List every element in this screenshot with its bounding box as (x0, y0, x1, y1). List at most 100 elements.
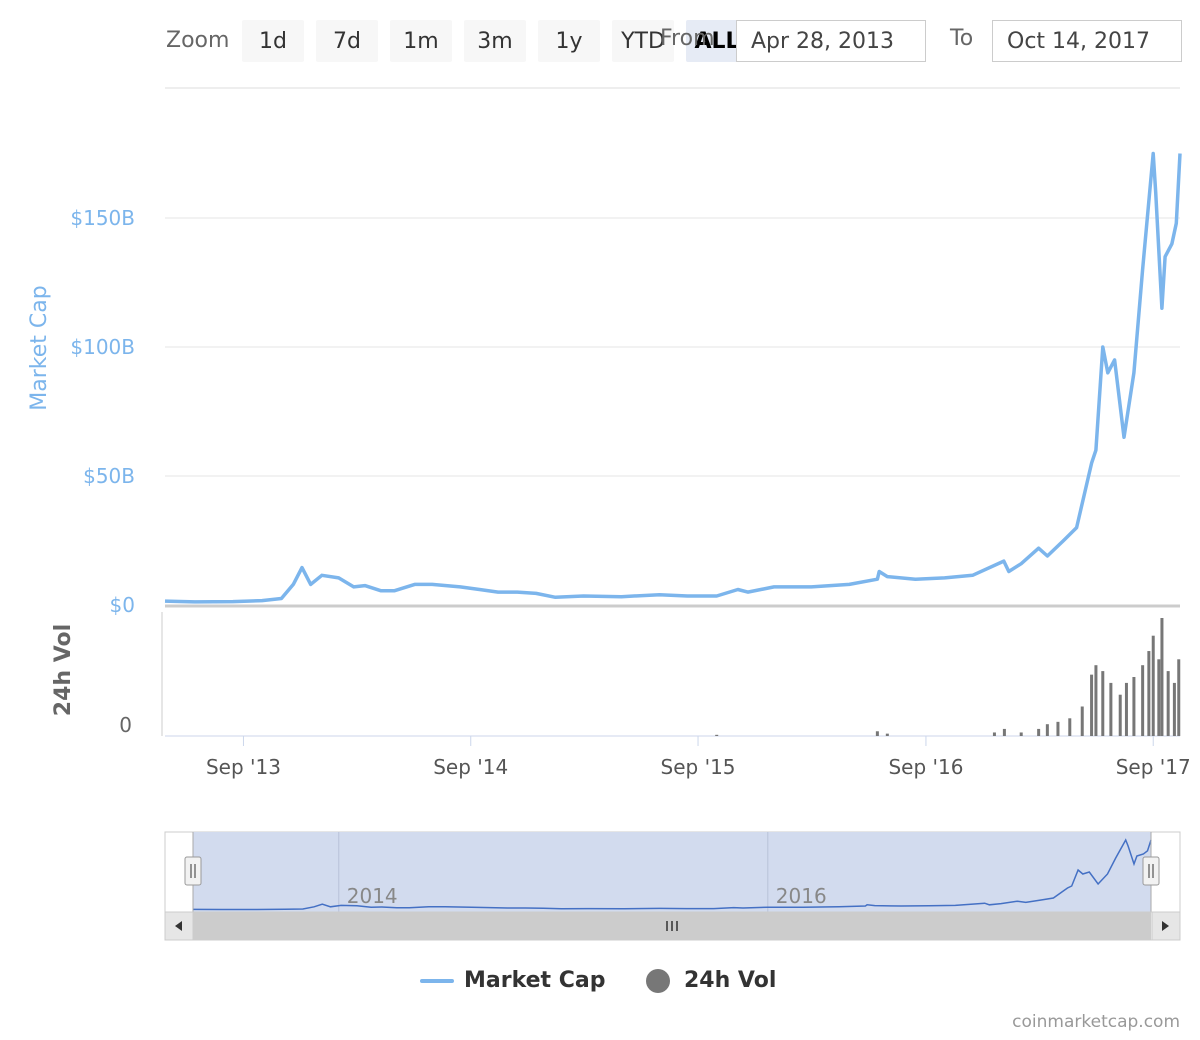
to-date-input[interactable]: Oct 14, 2017 (992, 20, 1182, 62)
volume-bar (1147, 651, 1151, 736)
zoom-button-3m[interactable]: 3m (464, 20, 526, 62)
zoom-button-ytd[interactable]: YTD (612, 20, 674, 62)
handle-body (1142, 856, 1160, 886)
market-cap-point (414, 584, 415, 585)
market-cap-point (879, 571, 880, 572)
market-cap-point (1133, 372, 1134, 373)
market-cap-point (479, 589, 480, 590)
from-date-input[interactable]: Apr 28, 2013 (736, 20, 926, 62)
zoom-button-1y[interactable]: 1y (538, 20, 600, 62)
zoom-button-1m[interactable]: 1m (390, 20, 452, 62)
market-cap-point (338, 577, 339, 578)
market-cap-point (1038, 548, 1039, 549)
volume-bar (1019, 732, 1023, 736)
volume-bar (992, 732, 996, 736)
navigator-handle-right[interactable] (1142, 856, 1160, 886)
legend-line-icon (420, 978, 454, 983)
market-cap-point (353, 586, 354, 587)
volume-bar (885, 733, 889, 736)
market-cap-point (1063, 540, 1064, 541)
navigator-handle-left[interactable] (184, 856, 202, 886)
volume-bar (1160, 618, 1164, 736)
y-tick-label: $0 (110, 593, 135, 617)
market-cap-point (555, 597, 556, 598)
zoom-button-7d[interactable]: 7d (316, 20, 378, 62)
volume-bar (1045, 724, 1049, 736)
market-cap-point (1076, 527, 1077, 528)
market-cap-point (1155, 192, 1156, 193)
market-cap-point (1161, 308, 1162, 309)
volume-bar (1166, 671, 1170, 736)
market-cap-point (716, 595, 717, 596)
market-cap-point (1003, 561, 1004, 562)
to-label: To (950, 26, 974, 51)
x-tick-label: Sep '15 (661, 755, 736, 779)
market-cap-point (1021, 563, 1022, 564)
navigator-series-line (192, 838, 1152, 911)
market-cap-point (915, 579, 916, 580)
market-cap-point (1107, 372, 1108, 373)
x-tick-label: Sep '13 (206, 755, 281, 779)
market-cap-point (498, 592, 499, 593)
market-cap-point (1102, 347, 1103, 348)
market-cap-point (887, 576, 888, 577)
market-cap-point (972, 575, 973, 576)
market-cap-point (877, 579, 878, 580)
handle-body (184, 856, 202, 886)
volume-bar (1109, 682, 1113, 736)
y-tick-label: $50B (83, 464, 135, 488)
market-cap-point (293, 584, 294, 585)
volume-bar (1132, 677, 1136, 736)
volume-bar (1056, 721, 1060, 736)
navigator-tick-label: 2014 (347, 884, 398, 908)
volume-bar (1172, 682, 1176, 736)
market-cap-point (517, 592, 518, 593)
credits-link[interactable]: coinmarketcap.com (1012, 1012, 1180, 1032)
volume-bar (1037, 728, 1041, 736)
market-cap-point (232, 601, 233, 602)
legend-item-market-cap[interactable]: Market Cap (420, 968, 605, 993)
volume-bar (1151, 635, 1155, 736)
navigator-scrollbar[interactable] (164, 911, 1181, 941)
legend-item-24h-vol[interactable]: 24h Vol (646, 968, 776, 993)
y-axis-title-market-cap: Market Cap (27, 285, 52, 410)
market-cap-line (164, 151, 1182, 604)
volume-bar (1080, 706, 1084, 736)
market-cap-point (1123, 437, 1124, 438)
navigator-tick-label: 2016 (776, 884, 827, 908)
market-cap-point (737, 589, 738, 590)
market-cap-point (460, 586, 461, 587)
legend-label-24h-vol: 24h Vol (684, 968, 777, 993)
volume-bar (1118, 694, 1122, 736)
market-cap-point (1165, 256, 1166, 257)
market-cap-point (1114, 359, 1115, 360)
market-cap-point (1008, 571, 1009, 572)
market-cap-point (262, 600, 263, 601)
volume-bar (1068, 718, 1072, 736)
volume-bar (1094, 665, 1098, 736)
market-cap-point (1091, 463, 1092, 464)
from-label: From (660, 26, 715, 51)
volume-bar (1090, 674, 1094, 736)
y-axis-title-24h-vol: 24h Vol (51, 624, 76, 716)
market-cap-point (394, 590, 395, 591)
chart-legend: Market Cap 24h Vol (0, 968, 1200, 1008)
x-tick-label: Sep '17 (1116, 755, 1191, 779)
market-cap-point (281, 598, 282, 599)
volume-bar (1177, 659, 1181, 736)
market-cap-point (536, 593, 537, 594)
market-cap-point (1047, 555, 1048, 556)
volume-bar (1101, 671, 1105, 736)
market-cap-point (774, 586, 775, 587)
scroll-left-arrow-icon (175, 921, 182, 931)
zoom-label: Zoom (166, 28, 230, 53)
market-cap-point (1142, 269, 1143, 270)
market-cap-point (194, 601, 195, 602)
market-cap-point (301, 567, 302, 568)
market-cap-point (381, 590, 382, 591)
market-cap-point (659, 594, 660, 595)
y-tick-label: $150B (70, 206, 135, 230)
market-cap-chart[interactable]: $0 $50B $100B $150B Market Cap 0 24h Vol Sep '1… (0, 0, 1200, 960)
zoom-button-1d[interactable]: 1d (242, 20, 304, 62)
legend-label-market-cap: Market Cap (464, 968, 606, 993)
